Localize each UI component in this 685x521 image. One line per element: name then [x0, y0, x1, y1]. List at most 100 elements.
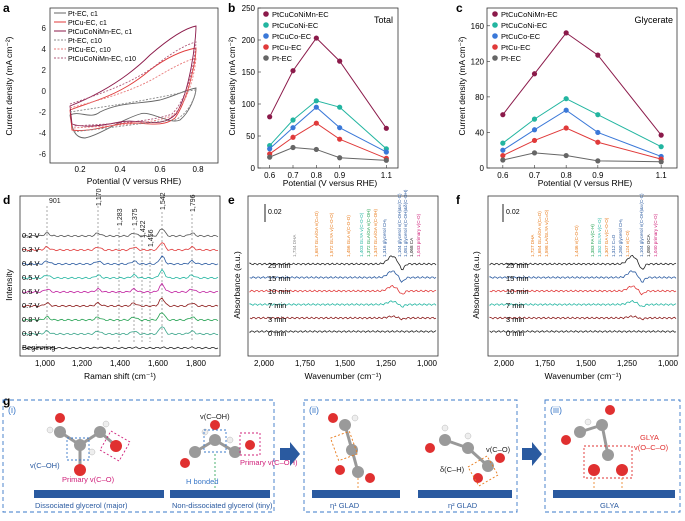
y-tick-label: 250 [242, 4, 256, 13]
x-tick-label: 1.1 [381, 171, 393, 180]
panel-c-title: Glycerate [634, 15, 673, 25]
y-tick-label: 80 [475, 93, 484, 102]
data-point [563, 30, 569, 36]
legend-marker [263, 44, 269, 50]
panel-g-letter: g [3, 394, 10, 408]
g-i-molecule-2 [180, 420, 255, 468]
legend-marker [492, 44, 498, 50]
legend-label: PtCuCoNi-EC [272, 21, 319, 30]
legend-marker [263, 11, 269, 17]
legend-label: PtCuCoNi-EC [501, 21, 548, 30]
g-ii-box-2 [467, 455, 499, 487]
d-trace-label: 0.4 V [22, 259, 40, 268]
data-point [500, 147, 506, 153]
g-ii-number: (ii) [309, 405, 319, 415]
data-point [337, 58, 343, 64]
legend-label: Pt-EC [501, 54, 522, 63]
y-tick-label: 50 [246, 132, 255, 141]
raman-trace [21, 346, 219, 350]
ftir-trace [249, 255, 437, 271]
f-annotation: 1,312 C=O [611, 234, 616, 257]
panel-c-xlabel: Potential (V versus RHE) [538, 178, 633, 188]
d-xtick: 1,600 [148, 359, 169, 368]
panel-a-cv-curves [69, 25, 197, 139]
data-point [563, 125, 569, 131]
g-i-label-dissociated: Dissociated glycerol (major) [35, 501, 128, 510]
e-annotation: 1,081 glycerol v(C-OH)&δ(C-OH) [403, 189, 408, 257]
g-iii-box [583, 445, 633, 479]
panel-f-time-labels: 25 min 15 min 10 min 7 min 3 min 0 min [506, 261, 529, 338]
a-legend-item: PtCu-EC, c10 [68, 47, 111, 54]
panel-e-xlabel: Wavenumber (cm⁻¹) [305, 371, 382, 381]
panel-d-xticks: 1,000 1,200 1,400 1,600 1,800 [35, 359, 207, 368]
data-point [313, 146, 319, 153]
panel-d-trace-labels: 0.2 V 0.3 V 0.4 V 0.5 V 0.6 V 0.7 V 0.8 … [22, 231, 55, 352]
g-i-label-c-oh: v(C–OH) [30, 461, 60, 470]
data-point [337, 136, 343, 142]
chart-frame [486, 7, 678, 169]
x-tick-label: 0.8 [561, 171, 573, 180]
data-point [313, 35, 319, 41]
d-trace-label: 0.6 V [22, 287, 40, 296]
panel-a-xlabel: Potential (V versus RHE) [87, 176, 182, 186]
f-annotation: 1,260 glycerol CH₂ [618, 218, 623, 257]
g-ii-label-v-co: v(C–O) [486, 445, 511, 454]
panel-a-frame [49, 7, 219, 164]
data-point [595, 112, 601, 118]
raman-trace [21, 312, 219, 322]
g-i-box-primary [99, 430, 131, 462]
panel-a-ylabel: Current density (mA cm⁻²) [4, 36, 14, 135]
a-ytick: -6 [39, 150, 47, 159]
panel-e-annotations: 1,734 DHA 1,657 GLA/GA v(C=O) 1,572 GLYA… [292, 189, 421, 257]
data-point [313, 98, 319, 104]
f-annotation: 1,307 GA v(C-O-O) [604, 217, 609, 257]
d-peak-label: 1,375 [132, 208, 139, 226]
cv-hea-c1 [69, 25, 197, 127]
panel-a-yticks: 6 4 2 0 -2 -4 -6 [39, 24, 47, 159]
e-annotation: 1,104 glycerol v(C-OH)&ν(C-C) [397, 193, 402, 257]
g-i-surface-1 [34, 490, 164, 498]
g-ii-molecule-1 [328, 413, 375, 483]
e-xtick: 1,000 [417, 359, 438, 368]
legend-label: PtCuCo-EC [501, 32, 541, 41]
data-point [563, 96, 569, 102]
data-point [531, 150, 538, 156]
panel-b-chart: 0 50 100 150 200 250 0.6 0.7 0.8 0.9 1.1 PtCuCoNiMn… [242, 4, 399, 180]
g-iii-number: (iii) [550, 405, 562, 415]
data-point [383, 125, 389, 131]
panel-c-letter: c [456, 1, 463, 15]
ftir-trace [489, 299, 677, 307]
panel-e-frame [247, 195, 439, 357]
legend-marker [492, 11, 498, 17]
data-point [337, 125, 343, 131]
f-annotation: 1,104 glycerol v(C-OH)&ν(C-C) [639, 193, 644, 257]
f-annotation: 1,352 GLYA v(C-O) [597, 217, 602, 257]
g-i-label-c-oh-2: v(C–OH) [200, 412, 230, 421]
series-line [502, 152, 662, 163]
a-legend-item: Pt-EC, c10 [68, 38, 102, 45]
g-i-box-primary-2 [239, 432, 261, 456]
data-point [595, 158, 601, 164]
data-point [500, 112, 506, 118]
d-peak-label: 901 [49, 198, 61, 205]
ftir-trace [249, 285, 437, 295]
a-legend-item: PtCuCoNiMn-EC, c1 [68, 29, 132, 36]
f-annotation: 1,446 v(C-O-O) [574, 225, 579, 257]
g-arrow-1 [280, 442, 300, 466]
f-xtick: 1,500 [576, 359, 597, 368]
raman-trace [21, 268, 219, 280]
a-ytick: 6 [42, 24, 47, 33]
legend-marker [263, 22, 269, 28]
chart-frame [257, 7, 399, 169]
a-ytick: -4 [39, 129, 47, 138]
panel-e-ylabel: Absorbance (a.u.) [232, 251, 242, 319]
data-point [500, 157, 506, 163]
x-tick-label: 0.7 [287, 171, 299, 180]
legend-marker [492, 55, 498, 61]
data-point [337, 155, 343, 161]
panel-d-frame [19, 195, 221, 357]
panel-b-xlabel: Potential (V versus RHE) [283, 178, 378, 188]
ftir-trace [249, 300, 437, 308]
e-annotation: 1,043 primary v(C-O) [416, 213, 421, 257]
